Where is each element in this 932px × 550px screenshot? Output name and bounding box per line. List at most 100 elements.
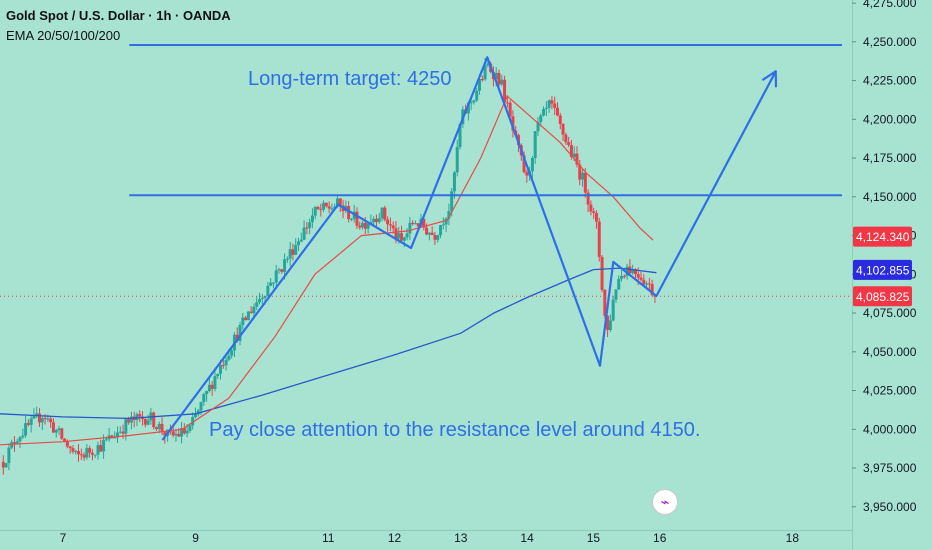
candle-body [391, 225, 395, 229]
candle-body [458, 124, 462, 148]
candle-body [508, 102, 512, 117]
price-label-box [853, 226, 912, 247]
candle-body [422, 218, 426, 228]
candle-body [589, 204, 593, 212]
candle-body [394, 228, 398, 239]
candle-body [358, 225, 362, 228]
candle-body [592, 211, 596, 213]
candle-body [603, 289, 607, 316]
candle-body [433, 235, 437, 240]
symbol-title: Gold Spot / U.S. Dollar · 1h · OANDA [6, 8, 231, 23]
candle-body [7, 447, 11, 464]
candle-body [115, 432, 119, 438]
candle-body [335, 198, 339, 207]
candle-body [544, 107, 548, 109]
flash-button[interactable]: ⌁ [652, 489, 678, 515]
candle-body [77, 450, 81, 455]
price-label-text: 4,102.855 [856, 263, 910, 277]
candle-body [85, 448, 89, 458]
candle-body [439, 225, 443, 236]
candle-body [327, 206, 331, 209]
candle-body [581, 172, 585, 180]
candle-body [522, 155, 526, 173]
candle-body [121, 431, 125, 434]
candle-body [93, 454, 97, 456]
candle-body [157, 423, 161, 430]
candle-body [347, 205, 351, 220]
candle-body [269, 282, 273, 286]
candle-body [388, 224, 392, 226]
candle-body [71, 448, 75, 452]
candle-body [578, 164, 582, 180]
candle-body [639, 277, 643, 280]
target-annotation: Long-term target: 4250 [248, 68, 451, 90]
candle-body [244, 317, 248, 321]
candle-body [503, 79, 507, 103]
candle-body [377, 218, 381, 223]
candle-body [594, 212, 598, 222]
candle-body [397, 233, 401, 239]
candle-body [79, 454, 83, 456]
candle-body [38, 413, 42, 423]
candle-body [104, 439, 108, 441]
flash-icon: ⌁ [660, 494, 670, 511]
candle-body [316, 207, 320, 209]
candle-body [274, 270, 278, 283]
candle-body [191, 417, 195, 426]
candle-body [547, 100, 551, 108]
x-tick-label: 13 [454, 531, 468, 545]
y-tick-label: 4,000.000 [863, 422, 917, 436]
candle-body [597, 221, 601, 257]
candle-body [611, 299, 615, 321]
candle-body [536, 122, 540, 132]
candle-body [505, 102, 509, 104]
candle-body [313, 207, 317, 216]
y-tick-label: 4,175.000 [863, 151, 917, 165]
candle-body [444, 218, 448, 225]
candle-body [310, 215, 314, 223]
y-tick-label: 4,275.000 [863, 0, 917, 10]
candle-body [135, 414, 139, 421]
candle-body [620, 276, 624, 279]
ema-slow-line [0, 267, 657, 420]
candle-body [383, 207, 387, 220]
candle-body [146, 420, 150, 425]
candle-body [216, 373, 220, 377]
candle-body [24, 423, 28, 436]
candle-body [57, 428, 61, 431]
candle-body [124, 419, 128, 434]
x-tick-label: 12 [388, 531, 402, 545]
candle-body [436, 235, 440, 240]
candle-body [361, 222, 365, 228]
candle-body [374, 218, 378, 223]
candle-body [40, 418, 44, 423]
candle-body [338, 198, 342, 206]
y-tick-label: 4,050.000 [863, 345, 917, 359]
candle-body [82, 454, 86, 458]
candle-body [182, 428, 186, 434]
price-label-text: 4,085.825 [856, 290, 910, 304]
candle-body [355, 211, 359, 226]
candle-body [221, 365, 225, 367]
candle-body [302, 227, 306, 240]
candle-body [480, 79, 484, 81]
candle-body [63, 438, 67, 442]
candle-body [572, 153, 576, 158]
candle-body [369, 222, 373, 224]
candle-body [308, 222, 312, 228]
candle-body [558, 115, 562, 124]
candle-body [288, 249, 292, 259]
candle-body [219, 365, 223, 374]
x-tick-label: 16 [653, 531, 667, 545]
candle-body [411, 222, 415, 224]
candle-body [10, 442, 14, 448]
candle-body [647, 283, 651, 285]
candle-body [260, 297, 264, 300]
price-label-box [853, 286, 912, 307]
indicator-legend[interactable]: EMA 20/50/100/200 [6, 28, 121, 43]
candle-body [553, 103, 557, 108]
candle-body [185, 430, 189, 434]
candle-body [486, 63, 490, 66]
